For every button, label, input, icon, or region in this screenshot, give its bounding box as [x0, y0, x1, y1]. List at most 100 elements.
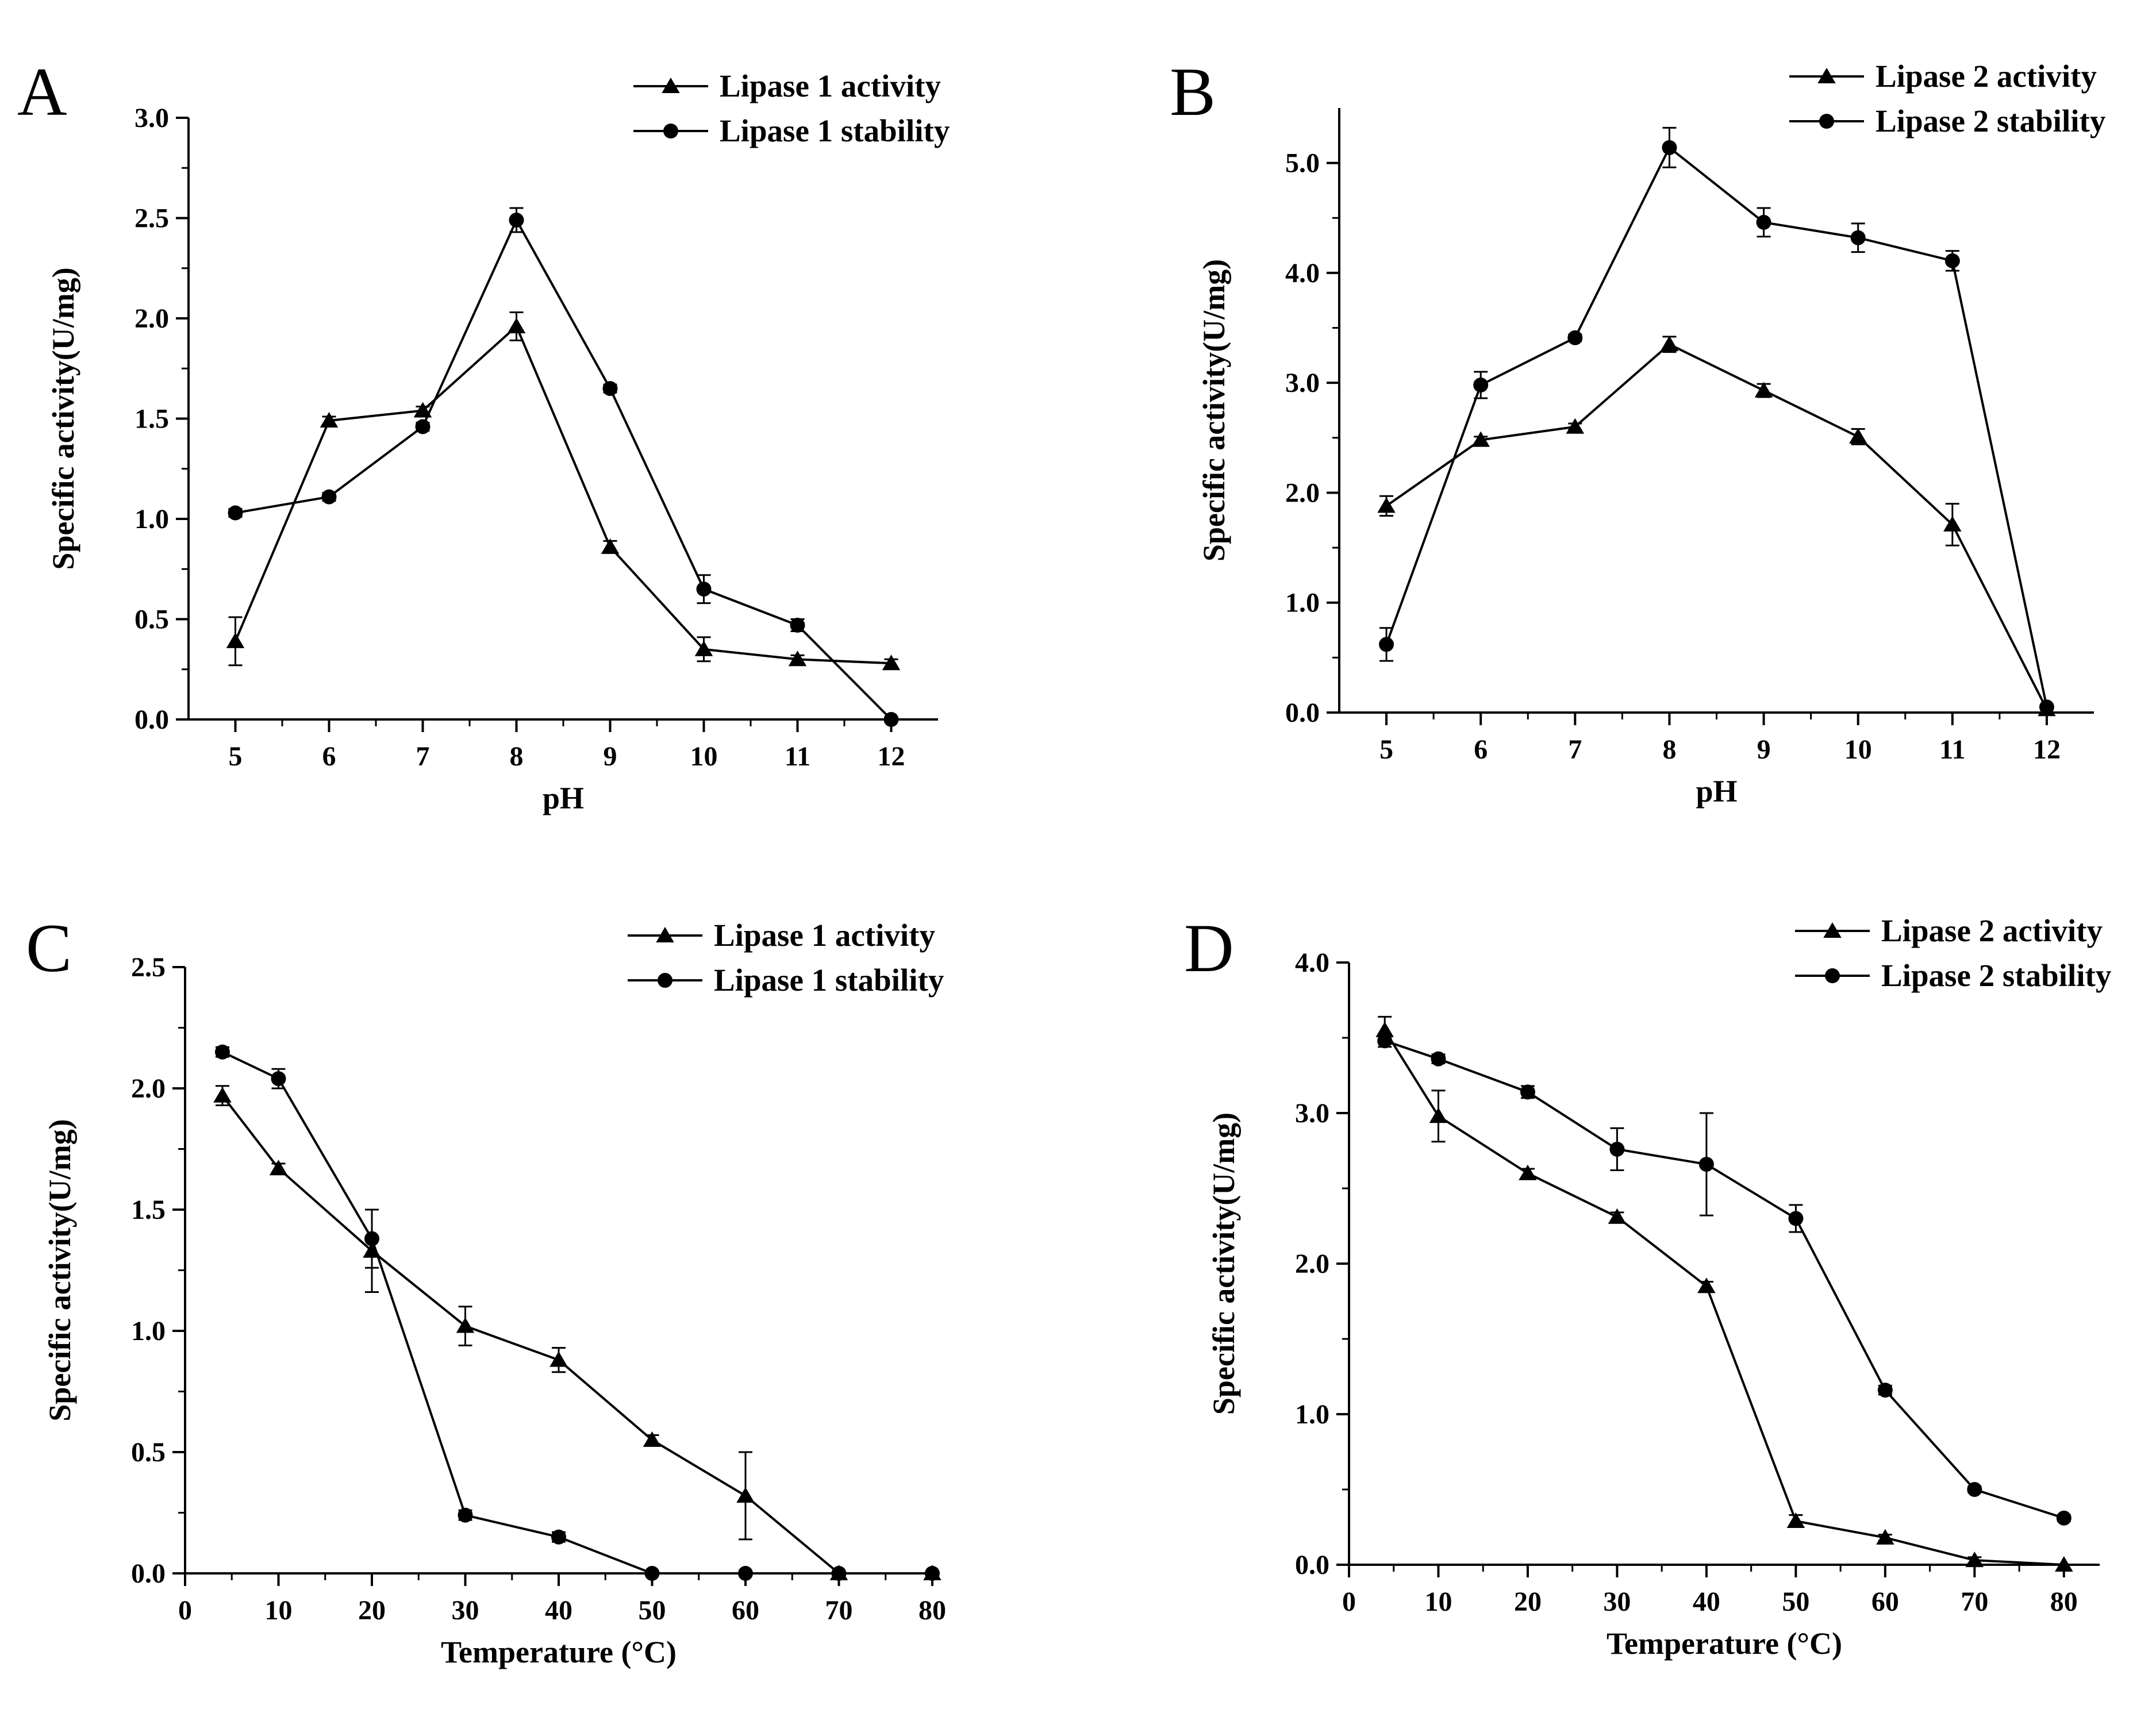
series-triangle: [213, 1085, 941, 1580]
data-point: [1471, 431, 1490, 447]
data-point: [694, 640, 713, 656]
x-tick-label: 11: [1939, 734, 1965, 765]
legend-label: Lipase 1 activity: [720, 68, 941, 103]
legend: Lipase 1 activity Lipase 1 stability: [633, 68, 950, 148]
series-line: [1385, 342, 2048, 710]
x-tick-label: 5: [229, 741, 243, 772]
data-point: [602, 381, 618, 397]
x-tick-label: 10: [1844, 734, 1872, 765]
data-point: [364, 1231, 379, 1246]
data-point: [1566, 418, 1585, 434]
legend-marker: [663, 124, 678, 138]
x-tick-label: 7: [416, 741, 430, 772]
series-circle: [228, 207, 899, 727]
data-point: [1965, 1552, 1984, 1568]
data-point: [413, 402, 432, 418]
y-tick-label: 0.5: [134, 605, 169, 635]
legend-label: Lipase 1 activity: [714, 918, 935, 953]
y-tick-label: 0.0: [1285, 698, 1320, 728]
x-tick-label: 70: [1961, 1587, 1988, 1617]
data-point: [643, 1431, 662, 1447]
x-axis-label: Temperature (°C): [1607, 1626, 1842, 1661]
y-axis-label: Specific activity(U/mg): [46, 267, 80, 569]
legend: Lipase 1 activity Lipase 1 stability: [628, 918, 944, 998]
x-tick-label: 60: [1871, 1587, 1899, 1617]
y-tick-label: 3.0: [1295, 1098, 1329, 1129]
y-tick-label: 0.0: [131, 1558, 166, 1589]
panel-label: D: [1184, 910, 1234, 986]
x-tick-label: 30: [1603, 1587, 1631, 1617]
chart-panel-b: B 5 6 7 8 9 10 11 12 0.0 1.0 2.0 3.0 4.0 5.0 pH Specific…: [1170, 53, 2105, 809]
data-point: [696, 582, 712, 597]
legend-label: Lipase 2 stability: [1876, 103, 2105, 138]
data-point: [1375, 1021, 1394, 1037]
data-point: [509, 212, 524, 228]
data-point: [456, 1317, 475, 1333]
data-point: [1943, 515, 1962, 532]
legend-marker: [658, 973, 672, 988]
legend-marker: [656, 927, 674, 942]
x-tick-label: 10: [265, 1595, 293, 1626]
data-point: [1944, 253, 1960, 268]
legend: Lipase 2 activity Lipase 2 stability: [1795, 913, 2111, 993]
data-point: [551, 1529, 566, 1545]
data-point: [507, 317, 526, 333]
legend-label: Lipase 2 activity: [1876, 59, 2097, 94]
y-tick-label: 2.5: [131, 952, 166, 983]
data-point: [321, 489, 337, 505]
x-tick-label: 20: [1514, 1587, 1542, 1617]
data-point: [2056, 1510, 2072, 1526]
data-point: [1377, 497, 1396, 513]
x-tick-label: 11: [785, 741, 810, 772]
y-tick-label: 4.0: [1295, 948, 1329, 978]
x-tick-label: 12: [878, 741, 905, 772]
data-point: [415, 419, 431, 434]
x-tick-label: 20: [358, 1595, 386, 1626]
data-point: [1660, 336, 1679, 352]
legend-marker: [1823, 922, 1842, 938]
x-tick-label: 9: [604, 741, 617, 772]
y-tick-label: 1.0: [131, 1316, 166, 1346]
legend-marker: [1817, 68, 1836, 83]
y-tick-label: 2.5: [134, 203, 169, 234]
x-tick-label: 8: [1662, 734, 1676, 765]
data-point: [1520, 1084, 1535, 1100]
x-tick-label: 80: [918, 1595, 946, 1626]
data-point: [1848, 428, 1867, 444]
y-tick-label: 0.5: [131, 1437, 166, 1468]
y-tick-label: 2.0: [134, 303, 169, 334]
data-point: [1698, 1157, 1714, 1172]
legend-marker: [1819, 114, 1834, 129]
legend-label: Lipase 2 stability: [1881, 958, 2111, 993]
x-axis-label: pH: [543, 781, 584, 815]
data-point: [1786, 1512, 1805, 1529]
data-point: [1876, 1529, 1894, 1545]
x-tick-label: 30: [452, 1595, 479, 1626]
data-point: [1567, 330, 1583, 345]
series-circle: [1379, 126, 2054, 715]
y-tick-label: 2.0: [131, 1073, 166, 1104]
y-tick-label: 3.0: [1285, 368, 1320, 398]
legend-marker: [1825, 968, 1840, 983]
x-tick-label: 40: [545, 1595, 572, 1626]
data-point: [213, 1087, 232, 1103]
data-point: [882, 655, 901, 671]
data-point: [601, 538, 620, 554]
data-point: [1379, 637, 1394, 652]
x-tick-label: 8: [510, 741, 524, 772]
chart-panel-a: A 5 6 7 8 9 10 11 12 0.0 0.5 1.0 1.5 2.0 2.5 3.0 pH Speci…: [17, 53, 950, 815]
data-point: [788, 650, 807, 667]
y-tick-label: 1.5: [134, 404, 169, 434]
series-line: [235, 217, 892, 721]
data-point: [790, 617, 805, 633]
data-point: [549, 1351, 568, 1367]
legend-marker: [662, 78, 680, 93]
chart-panel-d: D 0 10 20 30 40 50 60 70 80 0.0 1.0 2.0 3.0 4.0 Tempera…: [1184, 910, 2111, 1661]
x-tick-label: 0: [1342, 1587, 1356, 1617]
y-tick-label: 5.0: [1285, 148, 1320, 179]
y-tick-label: 3.0: [134, 103, 169, 133]
x-tick-label: 9: [1757, 734, 1771, 765]
data-point: [1877, 1383, 1893, 1398]
series-line: [1385, 145, 2048, 707]
data-point: [831, 1566, 847, 1581]
